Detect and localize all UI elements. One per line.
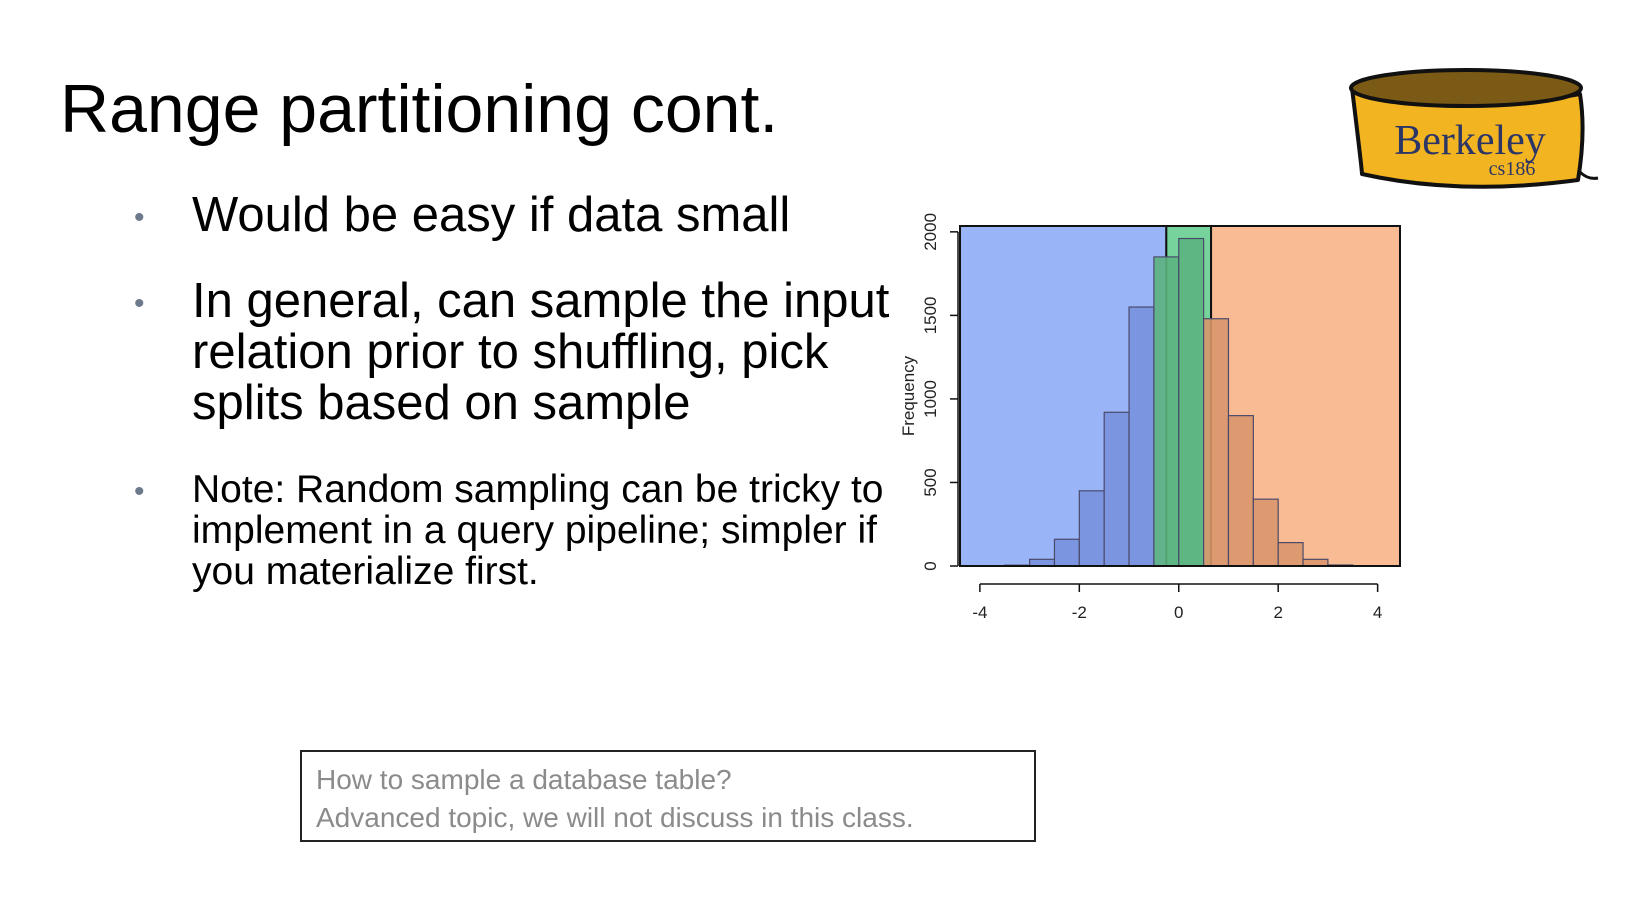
x-tick-label: 4 xyxy=(1373,603,1382,622)
y-tick-label: 0 xyxy=(921,561,940,570)
histogram-bar xyxy=(1302,558,1329,567)
bullet-item: • In general, can sample the input relat… xyxy=(134,273,894,430)
bullet-item: • Would be easy if data small xyxy=(134,188,894,242)
histogram-bar xyxy=(1178,237,1205,567)
note-line: How to sample a database table? xyxy=(316,764,732,795)
axes: -4 -2 0 2 4 0 500 1000 1500 2000 xyxy=(921,213,1382,622)
bullet-dot-icon: • xyxy=(134,201,145,234)
x-tick-label: 2 xyxy=(1273,603,1282,622)
bullet-item: • Note: Random sampling can be tricky to… xyxy=(134,469,894,593)
berkeley-bucket-logo: Berkeley cs186 xyxy=(1349,68,1599,189)
logo-bucket-rim xyxy=(1349,68,1583,108)
logo-wordmark: Berkeley xyxy=(1394,118,1546,164)
x-tick-label: 0 xyxy=(1174,603,1183,622)
histogram-bar xyxy=(1203,318,1230,567)
bullet-list: • Would be easy if data small • In gener… xyxy=(134,188,894,593)
x-tick-label: -2 xyxy=(1072,603,1087,622)
bullet-dot-icon: • xyxy=(134,474,145,508)
y-tick-label: 2000 xyxy=(921,213,940,251)
histogram-bar xyxy=(1153,256,1180,567)
histogram-bar xyxy=(1053,538,1080,567)
histogram-bar xyxy=(1078,490,1105,567)
histogram-bar xyxy=(1227,415,1254,567)
bullet-text: Would be easy if data small xyxy=(192,188,791,242)
histogram-bar xyxy=(1103,411,1130,567)
y-tick-label: 1500 xyxy=(921,296,940,334)
histogram-chart: -4 -2 0 2 4 0 500 1000 1500 2000 Frequency xyxy=(900,213,1402,622)
bullet-text: In general, can sample the input relatio… xyxy=(192,273,890,430)
x-tick-label: -4 xyxy=(972,603,987,622)
note-box: How to sample a database table? Advanced… xyxy=(300,750,1036,842)
logo-bucket-tail xyxy=(1578,170,1599,180)
histogram-bar xyxy=(1277,542,1304,567)
y-axis-label: Frequency xyxy=(900,355,918,436)
bullet-text: Note: Random sampling can be tricky to i… xyxy=(192,467,884,594)
histogram-bar xyxy=(1029,558,1056,567)
slide-title: Range partitioning cont. xyxy=(60,71,779,147)
histogram-bar xyxy=(1252,498,1279,567)
y-tick-label: 500 xyxy=(921,468,940,496)
histogram-bar xyxy=(1128,306,1155,567)
logo-course: cs186 xyxy=(1489,158,1536,180)
y-tick-label: 1000 xyxy=(921,380,940,418)
plot-frame xyxy=(959,225,1401,567)
note-line: Advanced topic, we will not discuss in t… xyxy=(316,802,914,833)
bullet-dot-icon: • xyxy=(134,286,145,320)
histogram-bars xyxy=(1004,237,1379,567)
